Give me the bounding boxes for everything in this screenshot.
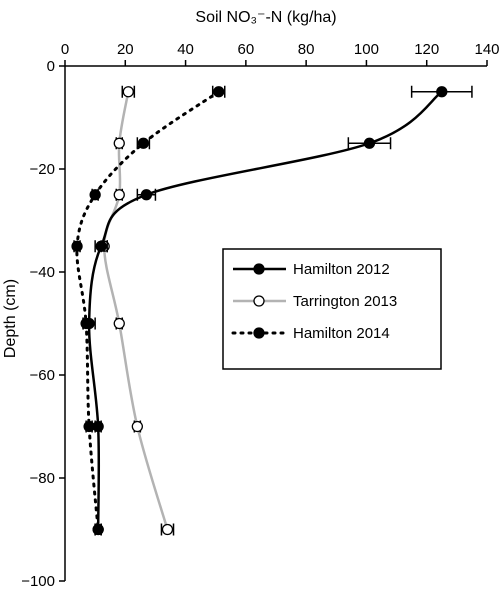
legend: Hamilton 2012 Tarrington 2013 Hamilton 201… bbox=[222, 248, 442, 370]
data-point bbox=[113, 137, 125, 149]
legend-label: Hamilton 2012 bbox=[293, 261, 390, 278]
data-point bbox=[113, 189, 125, 201]
y-tick-label: −40 bbox=[30, 264, 55, 281]
x-axis-title: Soil NO₃⁻-N (kg/ha) bbox=[195, 9, 336, 26]
series-hamilton-2014 bbox=[71, 85, 226, 536]
data-point bbox=[140, 189, 153, 201]
legend-marker bbox=[253, 263, 265, 275]
legend-marker bbox=[253, 327, 265, 339]
data-point bbox=[89, 189, 101, 201]
x-tick-label: 40 bbox=[177, 41, 194, 58]
data-point bbox=[161, 523, 174, 536]
legend-marker bbox=[253, 295, 265, 307]
data-point bbox=[80, 317, 92, 330]
y-tick-label: −80 bbox=[30, 470, 55, 487]
axes: 0 20 40 60 80 100 120 140 0 −20 −40 −60 −80 −100 bbox=[21, 41, 499, 589]
legend-entry-hamilton-2012: Hamilton 2012 bbox=[233, 261, 390, 278]
data-point bbox=[71, 240, 83, 252]
series-line-tarrington-2013 bbox=[102, 91, 169, 530]
y-tick-label: −100 bbox=[21, 573, 55, 589]
legend-label: Hamilton 2014 bbox=[293, 325, 390, 342]
x-tick-label: 0 bbox=[61, 41, 69, 58]
x-tick-label: 120 bbox=[414, 41, 439, 58]
x-tick-label: 140 bbox=[474, 41, 499, 58]
legend-entry-tarrington-2013: Tarrington 2013 bbox=[233, 293, 397, 310]
y-tick-label: −20 bbox=[30, 161, 55, 178]
data-point bbox=[363, 137, 376, 149]
data-point bbox=[137, 137, 150, 149]
x-tick-label: 80 bbox=[298, 41, 315, 58]
legend-label: Tarrington 2013 bbox=[293, 293, 397, 310]
data-point bbox=[92, 523, 104, 536]
legend-entry-hamilton-2014: Hamilton 2014 bbox=[231, 325, 390, 342]
x-tick-label: 60 bbox=[238, 41, 255, 58]
x-tick-label: 20 bbox=[117, 41, 134, 58]
x-tick-label: 100 bbox=[354, 41, 379, 58]
y-tick-label: −60 bbox=[30, 367, 55, 384]
y-tick-label: 0 bbox=[47, 58, 55, 75]
data-point bbox=[213, 86, 225, 98]
data-point bbox=[83, 420, 95, 433]
data-point bbox=[436, 86, 448, 98]
data-point bbox=[113, 317, 125, 330]
data-point bbox=[122, 86, 134, 98]
data-point bbox=[95, 240, 107, 252]
plot-area bbox=[71, 85, 473, 536]
data-point bbox=[131, 420, 143, 433]
series-tarrington-2013 bbox=[98, 85, 175, 536]
y-axis-title: Depth (cm) bbox=[2, 279, 19, 358]
